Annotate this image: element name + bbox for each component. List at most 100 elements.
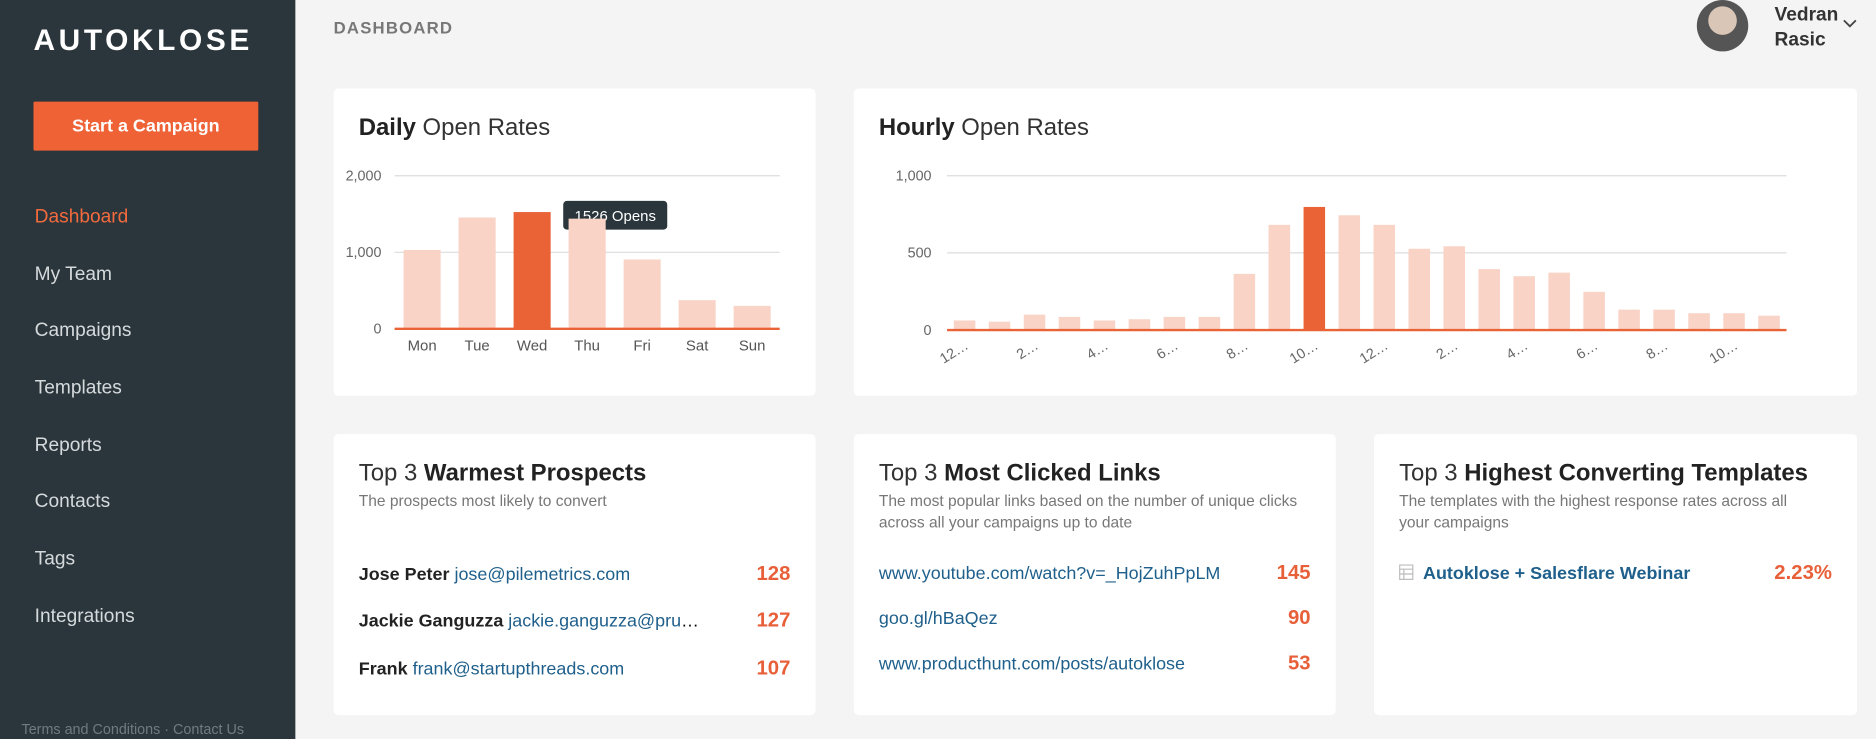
bar xyxy=(1513,276,1535,331)
bar xyxy=(1688,313,1710,331)
footer-links[interactable]: Terms and Conditions · Contact Us xyxy=(21,721,245,738)
bar xyxy=(403,250,441,329)
click-count: 53 xyxy=(1287,651,1311,675)
card-subtitle: The most popular links based on the numb… xyxy=(878,491,1298,531)
x-tick-label: 2… xyxy=(1434,338,1461,363)
template-icon xyxy=(1399,564,1414,580)
x-tick-label: 6… xyxy=(1574,338,1601,363)
x-tick-label: 12… xyxy=(937,338,971,368)
title-text: Open Rates xyxy=(961,114,1089,142)
title-emphasis: Most Clicked Links xyxy=(944,460,1161,487)
card-title: Top 3 Highest Converting Templates xyxy=(1399,460,1808,488)
bar xyxy=(1373,224,1396,331)
last-name: Rasic xyxy=(1774,29,1826,51)
y-tick-label: 1,000 xyxy=(896,169,932,185)
bar xyxy=(733,305,771,329)
bar xyxy=(1163,316,1186,331)
page-title: DASHBOARD xyxy=(333,17,454,38)
bar xyxy=(1583,291,1605,331)
bar xyxy=(1758,315,1780,331)
prospect-score: 107 xyxy=(756,656,791,680)
bar xyxy=(953,320,976,331)
y-tick-label: 1,000 xyxy=(346,245,382,261)
click-count: 90 xyxy=(1287,606,1311,629)
title-prefix: Top 3 xyxy=(1399,460,1458,487)
response-rate: 2.23% xyxy=(1774,560,1832,584)
bar xyxy=(1128,319,1151,331)
x-tick-label: 4… xyxy=(1084,338,1111,363)
click-count: 145 xyxy=(1276,560,1311,584)
prospect-score: 127 xyxy=(756,608,791,632)
bar xyxy=(1058,316,1081,331)
y-tick-label: 0 xyxy=(924,323,932,339)
bar xyxy=(1093,320,1116,331)
bar xyxy=(1198,316,1221,331)
bar xyxy=(1303,206,1326,331)
title-emphasis: Daily xyxy=(358,114,416,142)
logo[interactable]: AUTOKLOSE xyxy=(33,23,253,58)
card-subtitle: The prospects most likely to convert xyxy=(358,491,607,510)
x-tick-label: 10… xyxy=(1707,338,1741,368)
x-tick-label: 6… xyxy=(1154,338,1181,363)
link[interactable]: goo.gl/hBaQez xyxy=(878,608,998,629)
x-tick-label: Tue xyxy=(465,337,490,354)
x-tick-label: 2… xyxy=(1014,338,1041,363)
x-tick-label: Wed xyxy=(517,337,547,354)
x-tick-label: 10… xyxy=(1287,338,1321,368)
avatar[interactable] xyxy=(1696,0,1749,52)
title-text: Open Rates xyxy=(422,114,551,142)
card: Top 3 Highest Converting Templates The t… xyxy=(1373,434,1858,716)
nav-item[interactable]: Tags xyxy=(34,548,76,570)
card-title: Top 3 Warmest Prospects xyxy=(359,460,647,488)
nav-item[interactable]: Contacts xyxy=(34,491,111,512)
bar xyxy=(1408,248,1431,331)
user-menu-chevron[interactable] xyxy=(1843,19,1857,29)
bar xyxy=(1653,309,1675,331)
link[interactable]: www.producthunt.com/posts/autoklose xyxy=(878,654,1185,675)
bar xyxy=(623,259,661,329)
card: Top 3 Warmest Prospects The prospects mo… xyxy=(333,434,816,716)
nav-item[interactable]: Dashboard xyxy=(34,206,129,228)
nav-item[interactable]: Integrations xyxy=(34,606,135,627)
nav-item[interactable]: Reports xyxy=(34,435,102,456)
bar xyxy=(1478,269,1500,331)
y-tick-label: 500 xyxy=(908,246,932,262)
bar xyxy=(568,218,606,329)
bar xyxy=(458,217,496,329)
bar xyxy=(1443,246,1465,331)
title-prefix: Top 3 xyxy=(358,460,418,487)
x-tick-label: 8… xyxy=(1644,338,1671,363)
sidebar: AUTOKLOSE Start a Campaign Dashboard My … xyxy=(0,0,296,739)
y-tick-label: 0 xyxy=(373,322,381,338)
card-title: Hourly Open Rates xyxy=(879,115,1089,143)
start-campaign-button[interactable]: Start a Campaign xyxy=(33,101,259,151)
title-emphasis: Highest Converting Templates xyxy=(1464,460,1808,487)
bar xyxy=(1618,309,1640,331)
bar xyxy=(678,300,716,329)
y-tick-label: 2,000 xyxy=(346,169,382,185)
title-emphasis: Warmest Prospects xyxy=(423,460,647,487)
bar xyxy=(513,212,551,329)
card-title: Daily Open Rates xyxy=(359,115,550,143)
bar xyxy=(988,321,1011,331)
link[interactable]: www.youtube.com/watch?v=_HojZuhPpLM xyxy=(878,563,1221,584)
user-name[interactable]: Vedran Rasic xyxy=(1775,2,1839,52)
x-tick-label: 8… xyxy=(1224,338,1251,363)
card-title: Top 3 Most Clicked Links xyxy=(879,460,1161,488)
nav-item[interactable]: My Team xyxy=(34,264,112,285)
nav-item[interactable]: Campaigns xyxy=(34,320,132,341)
bar xyxy=(1548,272,1570,331)
bar xyxy=(1338,215,1361,331)
card: Top 3 Most Clicked Links The most popula… xyxy=(853,434,1336,716)
nav-item[interactable]: Templates xyxy=(34,377,122,399)
x-tick-label: Thu xyxy=(574,337,600,354)
template-link[interactable]: Autoklose + Salesflare Webinar xyxy=(1422,563,1691,584)
first-name: Vedran xyxy=(1774,4,1839,26)
title-prefix: Top 3 xyxy=(878,460,938,487)
x-tick-label: 4… xyxy=(1504,338,1531,363)
prospect-score: 128 xyxy=(756,562,791,585)
x-tick-label: Sat xyxy=(686,337,709,354)
